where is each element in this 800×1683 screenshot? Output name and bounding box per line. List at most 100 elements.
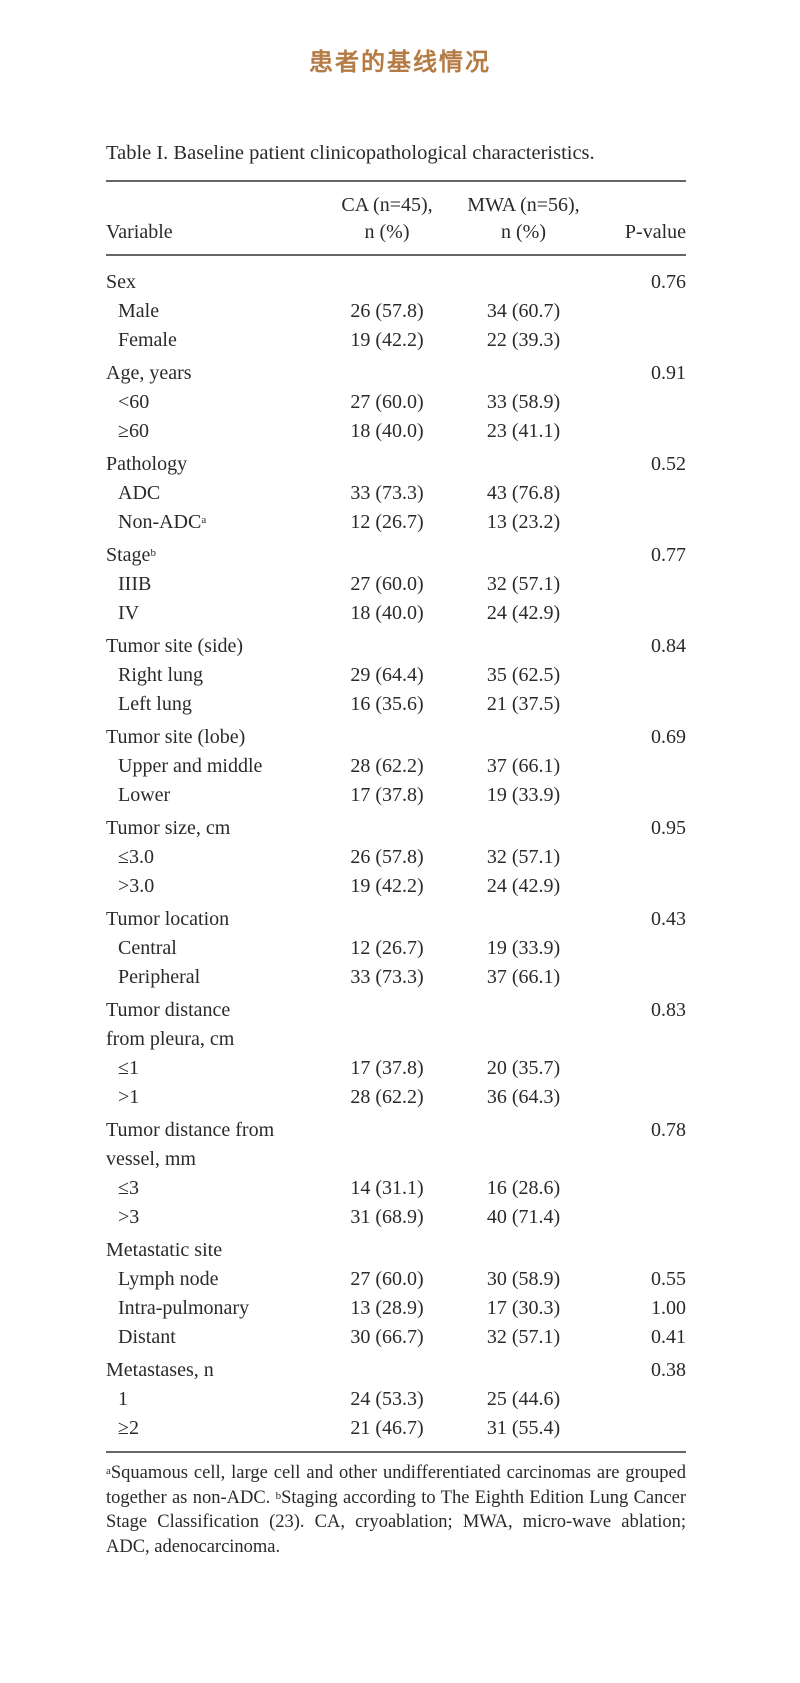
empty-cell: [323, 992, 451, 1054]
subvariable-cell: Non-ADCa: [106, 508, 323, 537]
empty-cell: [451, 992, 596, 1054]
empty-cell: [451, 901, 596, 934]
mwa-cell: 16 (28.6): [451, 1174, 596, 1203]
subvariable-cell: <60: [106, 388, 323, 417]
p-value-cell: [596, 1174, 686, 1203]
mwa-cell-text: 32 (57.1): [486, 1326, 561, 1348]
group-row: Tumor site (lobe) 0.69: [106, 719, 686, 752]
p-value-cell: 0.43: [596, 901, 686, 934]
table-row: Central 12 (26.7) 19 (33.9): [106, 934, 686, 963]
baseline-table: Variable CA (n=45), n (%) MWA (n=56), n (%…: [106, 182, 686, 1451]
group-row: Tumor distance from vessel, mm 0.78: [106, 1112, 686, 1174]
variable-cell-text: Sex: [106, 271, 136, 293]
ca-cell: 12 (26.7): [323, 934, 451, 963]
subvariable-cell: ≤3.0: [106, 843, 323, 872]
mwa-cell: 30 (58.9): [451, 1265, 596, 1294]
mwa-cell-text: 33 (58.9): [486, 391, 561, 413]
mwa-cell: 17 (30.3): [451, 1294, 596, 1323]
p-value-cell: [596, 872, 686, 901]
p-value-cell-text: 0.69: [651, 726, 686, 748]
table-row: ≥2 21 (46.7) 31 (55.4): [106, 1414, 686, 1451]
group-row: Age, years 0.91: [106, 355, 686, 388]
ca-cell-text: 13 (28.9): [350, 1297, 424, 1319]
mwa-cell: 35 (62.5): [451, 661, 596, 690]
variable-cell-text: Tumor distance from vessel, mm: [106, 1119, 275, 1170]
p-value-cell: 0.78: [596, 1112, 686, 1174]
table-row: >3 31 (68.9) 40 (71.4): [106, 1203, 686, 1232]
ca-cell: 29 (64.4): [323, 661, 451, 690]
variable-cell: Pathology: [106, 446, 323, 479]
subvariable-cell: Distant: [106, 1323, 323, 1352]
table-footnote: aSquamous cell, large cell and other und…: [106, 1461, 686, 1559]
subvariable-cell-text: ≤3.0: [118, 846, 154, 868]
group-row: Tumor distance from pleura, cm 0.83: [106, 992, 686, 1054]
group-row: Tumor location 0.43: [106, 901, 686, 934]
p-value-cell: [596, 297, 686, 326]
empty-cell: [323, 719, 451, 752]
mwa-cell-text: 35 (62.5): [486, 664, 561, 686]
empty-cell: [323, 1232, 451, 1265]
ca-cell: 19 (42.2): [323, 326, 451, 355]
ca-cell-text: 16 (35.6): [350, 693, 424, 715]
ca-cell-text: 30 (66.7): [350, 1326, 424, 1348]
header-mwa-line2: n (%): [501, 221, 546, 243]
p-value-cell: [596, 752, 686, 781]
mwa-cell-text: 24 (42.9): [486, 602, 561, 624]
p-value-cell-text: 0.91: [651, 362, 686, 384]
ca-cell-text: 18 (40.0): [350, 602, 424, 624]
subvariable-cell-text: Non-ADC: [118, 511, 202, 533]
table-row: Male 26 (57.8) 34 (60.7): [106, 297, 686, 326]
p-value-cell: [596, 326, 686, 355]
mwa-cell-text: 16 (28.6): [486, 1177, 561, 1199]
mwa-cell: 40 (71.4): [451, 1203, 596, 1232]
table-row: Non-ADCa 12 (26.7) 13 (23.2): [106, 508, 686, 537]
mwa-cell-text: 19 (33.9): [486, 937, 561, 959]
subvariable-cell-text: Male: [118, 300, 160, 322]
empty-cell: [323, 1352, 451, 1385]
empty-cell: [323, 256, 451, 297]
variable-cell: Tumor site (lobe): [106, 719, 323, 752]
p-value-cell-text: 1.00: [651, 1297, 686, 1319]
variable-cell: Metastases, n: [106, 1352, 323, 1385]
subvariable-cell-text: Lower: [118, 784, 171, 806]
table-row: ≤1 17 (37.8) 20 (35.7): [106, 1054, 686, 1083]
table-row: Lower 17 (37.8) 19 (33.9): [106, 781, 686, 810]
subvariable-cell: Lymph node: [106, 1265, 323, 1294]
subvariable-cell: Peripheral: [106, 963, 323, 992]
group-row: Metastases, n 0.38: [106, 1352, 686, 1385]
empty-cell: [323, 901, 451, 934]
mwa-cell-text: 30 (58.9): [486, 1268, 561, 1290]
ca-cell-text: 18 (40.0): [350, 420, 424, 442]
p-value-cell: 0.95: [596, 810, 686, 843]
variable-cell-text: Metastases, n: [106, 1359, 214, 1381]
variable-cell-text: Age, years: [106, 362, 192, 384]
ca-cell: 19 (42.2): [323, 872, 451, 901]
variable-cell-text: Metastatic site: [106, 1239, 223, 1261]
p-value-cell: 0.76: [596, 256, 686, 297]
ca-cell: 33 (73.3): [323, 963, 451, 992]
subvariable-cell: Central: [106, 934, 323, 963]
mwa-cell-text: 32 (57.1): [486, 846, 561, 868]
mwa-cell: 37 (66.1): [451, 752, 596, 781]
p-value-cell: [596, 1083, 686, 1112]
mwa-cell-text: 23 (41.1): [486, 420, 561, 442]
p-value-cell-text: 0.77: [651, 544, 686, 566]
variable-cell: Sex: [106, 256, 323, 297]
variable-cell: Tumor distance from pleura, cm: [106, 992, 323, 1054]
ca-cell-text: 24 (53.3): [350, 1388, 424, 1410]
ca-cell-text: 29 (64.4): [350, 664, 424, 686]
table-row: Right lung 29 (64.4) 35 (62.5): [106, 661, 686, 690]
ca-cell: 18 (40.0): [323, 599, 451, 628]
footnote-marker: b: [150, 547, 156, 559]
p-value-cell: 0.38: [596, 1352, 686, 1385]
p-value-cell: 0.41: [596, 1323, 686, 1352]
ca-cell-text: 17 (37.8): [350, 784, 424, 806]
empty-cell: [451, 446, 596, 479]
subvariable-cell: ADC: [106, 479, 323, 508]
table-row: ≤3 14 (31.1) 16 (28.6): [106, 1174, 686, 1203]
ca-cell-text: 14 (31.1): [350, 1177, 424, 1199]
subvariable-cell: IV: [106, 599, 323, 628]
mwa-cell: 25 (44.6): [451, 1385, 596, 1414]
subvariable-cell-text: >3.0: [118, 875, 155, 897]
mwa-cell: 32 (57.1): [451, 843, 596, 872]
